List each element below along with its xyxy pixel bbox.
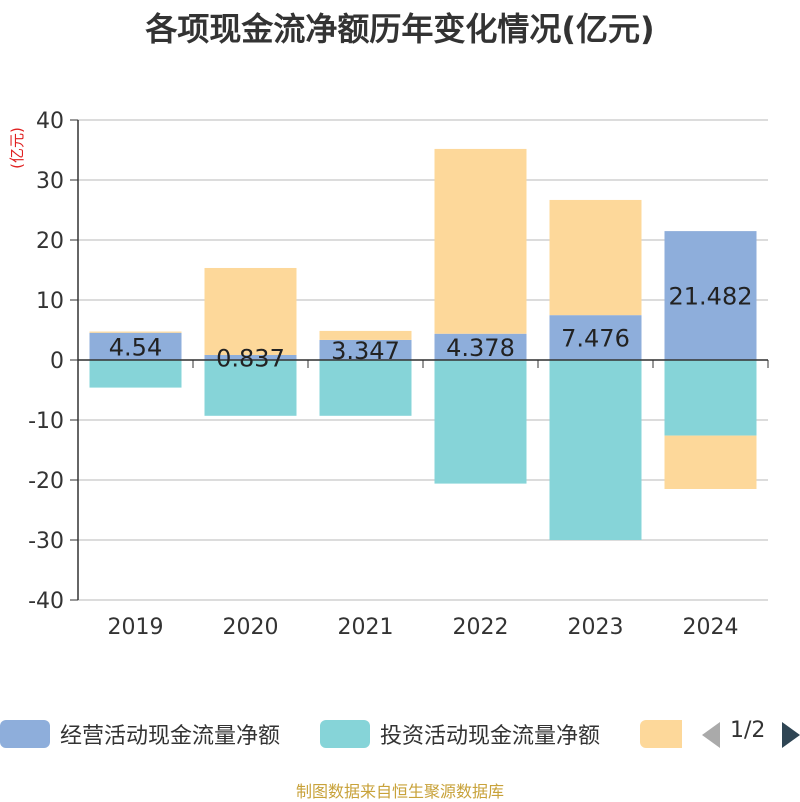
legend-swatch-investing xyxy=(320,720,370,748)
x-tick-label: 2020 xyxy=(223,615,279,640)
bar-data-label: 3.347 xyxy=(331,337,400,365)
x-tick-label: 2021 xyxy=(338,615,394,640)
x-tick-label: 2024 xyxy=(683,615,739,640)
bar-data-label: 7.476 xyxy=(561,325,630,353)
y-tick-label: 30 xyxy=(36,169,64,194)
bar-series-1 xyxy=(664,360,757,436)
bar-chart: 40 30 20 10 0 -10 -20 -30 -40 (亿元) 2019 2020 2021 202… xyxy=(8,109,769,640)
y-tick-label: -20 xyxy=(28,469,64,494)
x-tick-label: 2023 xyxy=(568,615,624,640)
legend-swatch-financing xyxy=(640,720,682,748)
bar-series-0 xyxy=(664,231,757,360)
legend-item-investing[interactable]: 投资活动现金流量净额 xyxy=(320,716,600,752)
x-tick-label: 2022 xyxy=(453,615,509,640)
bar-series-0 xyxy=(319,339,412,360)
source-note: 制图数据来自恒生聚源数据库 xyxy=(295,782,504,801)
bar-series-2 xyxy=(664,435,757,489)
legend-next-page-icon[interactable] xyxy=(782,722,800,748)
y-tick-label: 10 xyxy=(36,289,64,314)
legend-item-operating[interactable]: 经营活动现金流量净额 xyxy=(0,716,280,752)
chart-title: 各项现金流净额历年变化情况(亿元) xyxy=(145,10,655,48)
bar-series-0 xyxy=(89,332,182,360)
legend-prev-page-icon[interactable] xyxy=(702,722,720,748)
bar-series-2 xyxy=(319,330,412,340)
y-tick-label: 40 xyxy=(36,109,64,134)
bar-series-2 xyxy=(89,331,182,333)
bar-series-0 xyxy=(204,354,297,360)
bar-series-1 xyxy=(434,360,527,484)
legend-page-indicator: 1/2 xyxy=(730,718,766,743)
bar-data-label: 4.378 xyxy=(446,334,515,362)
y-tick-label: 20 xyxy=(36,229,64,254)
bar-series-0 xyxy=(549,315,642,360)
y-axis-title: (亿元) xyxy=(8,127,26,169)
x-tick-label: 2019 xyxy=(108,615,164,640)
bar-series-1 xyxy=(549,360,642,540)
legend-label-investing: 投资活动现金流量净额 xyxy=(380,724,601,749)
bar-series-2 xyxy=(549,199,642,316)
bar-data-label: 0.837 xyxy=(216,344,285,372)
bar-series-1 xyxy=(89,360,182,388)
legend-label-operating: 经营活动现金流量净额 xyxy=(60,724,281,749)
bar-series-2 xyxy=(204,267,297,355)
y-tick-label: -10 xyxy=(28,409,64,434)
y-tick-label: -40 xyxy=(28,589,64,614)
bar-data-label: 4.54 xyxy=(109,333,162,361)
y-tick-label: -30 xyxy=(28,529,64,554)
legend-item-financing[interactable] xyxy=(640,716,692,752)
bar-series-0 xyxy=(434,333,527,360)
bar-data-label: 21.482 xyxy=(669,283,753,311)
y-tick-label: 0 xyxy=(50,349,64,374)
legend: 经营活动现金流量净额 投资活动现金流量净额 1/2 xyxy=(0,716,800,752)
bar-series-1 xyxy=(204,360,297,416)
bar-series-2 xyxy=(434,148,527,334)
legend-swatch-operating xyxy=(0,720,50,748)
bar-series-1 xyxy=(319,360,412,416)
